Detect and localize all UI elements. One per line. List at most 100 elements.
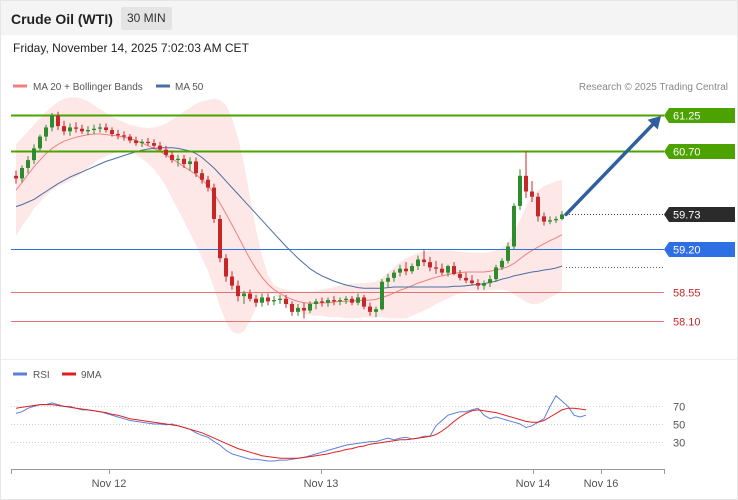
candle	[296, 303, 300, 316]
candle	[230, 271, 234, 290]
candle	[560, 211, 564, 221]
candle	[104, 123, 108, 133]
x-tick-label: Nov 12	[92, 478, 127, 490]
forecast-arrow-shaft	[564, 122, 655, 217]
candle	[236, 280, 240, 302]
candle	[182, 154, 186, 168]
candle	[92, 124, 96, 134]
candle	[194, 157, 198, 178]
x-axis: Nov 12 Nov 13 Nov 14 Nov 16	[11, 469, 665, 490]
candle	[110, 127, 114, 137]
candle	[554, 216, 558, 223]
price-tags: 61.25 60.70 59.73 59.20 58.55 58.10	[664, 108, 735, 329]
legend-label-ma50: MA 50	[175, 82, 204, 93]
candle	[302, 302, 306, 319]
rsi-panel: 30 50 70	[11, 395, 685, 462]
candle	[140, 139, 144, 148]
legend-label-rsi: RSI	[33, 370, 50, 381]
candle	[86, 126, 90, 136]
candle	[122, 131, 126, 141]
rsi-line	[15, 395, 587, 462]
candle	[338, 297, 342, 306]
legend-label-9ma: 9MA	[81, 370, 102, 381]
candlesticks	[14, 111, 564, 319]
candle	[536, 192, 540, 222]
candle	[434, 260, 438, 274]
candle	[488, 275, 492, 287]
candle	[512, 203, 516, 250]
price-tag-label: 60.70	[673, 147, 701, 159]
candle	[548, 216, 552, 225]
price-tag-label: 59.73	[673, 210, 701, 222]
x-tick-label: Nov 13	[304, 478, 339, 490]
legend-label-ma20: MA 20 + Bollinger Bands	[33, 82, 143, 93]
candle	[128, 133, 132, 144]
candle	[374, 306, 378, 318]
candle	[248, 289, 252, 302]
candle	[404, 262, 408, 276]
candle	[224, 254, 228, 282]
candle	[320, 297, 324, 307]
candle	[206, 175, 210, 192]
forecast-arrow-head	[647, 116, 661, 130]
candle	[308, 301, 312, 314]
candle	[176, 154, 180, 167]
x-tick-label: Nov 14	[516, 478, 551, 490]
candle	[290, 301, 294, 316]
candle	[266, 293, 270, 306]
candle	[482, 280, 486, 290]
rsi-tick-label: 70	[673, 402, 685, 414]
candle	[98, 123, 102, 133]
candle	[542, 212, 546, 226]
candle	[506, 242, 510, 264]
price-tag-59.20	[664, 242, 735, 257]
rsi-tick-label: 50	[673, 420, 685, 432]
candle	[14, 170, 18, 184]
candle	[416, 255, 420, 270]
candle	[152, 139, 156, 149]
price-label-58.10: 58.10	[673, 317, 701, 329]
candle	[332, 296, 336, 306]
candle	[380, 279, 384, 311]
candle	[314, 298, 318, 310]
candle	[50, 113, 54, 132]
candle	[518, 169, 522, 210]
price-tag-label: 59.20	[673, 245, 701, 257]
candle	[32, 144, 36, 165]
candle	[212, 183, 216, 223]
candle	[56, 111, 60, 131]
candle	[440, 263, 444, 276]
candle	[422, 250, 426, 267]
candle	[272, 296, 276, 306]
candle	[44, 124, 48, 142]
candle	[284, 294, 288, 308]
candle	[80, 124, 84, 134]
candle	[386, 273, 390, 287]
candle	[470, 275, 474, 286]
rsi-tick-label: 30	[673, 438, 685, 450]
candle	[356, 293, 360, 306]
forecast-arrow	[564, 116, 661, 217]
candle	[530, 181, 534, 202]
ma20-line	[15, 133, 563, 304]
candle	[74, 122, 78, 133]
candle	[458, 269, 462, 281]
candle	[368, 302, 372, 316]
timeframe-badge[interactable]: 30 MIN	[121, 7, 172, 30]
candle	[38, 134, 42, 151]
credit-text: Research © 2025 Trading Central	[579, 82, 728, 93]
candle	[500, 258, 504, 270]
candle	[116, 130, 120, 140]
candle	[170, 150, 174, 163]
candle	[410, 263, 414, 274]
candle	[200, 169, 204, 184]
legend-swatch-rsi	[13, 372, 27, 376]
candle	[398, 264, 402, 277]
candle	[254, 294, 258, 307]
candle	[20, 165, 24, 183]
legend-swatch-9ma	[62, 372, 76, 376]
bollinger-band-area	[16, 97, 562, 335]
candle	[62, 120, 66, 136]
price-label-58.55: 58.55	[673, 288, 701, 300]
